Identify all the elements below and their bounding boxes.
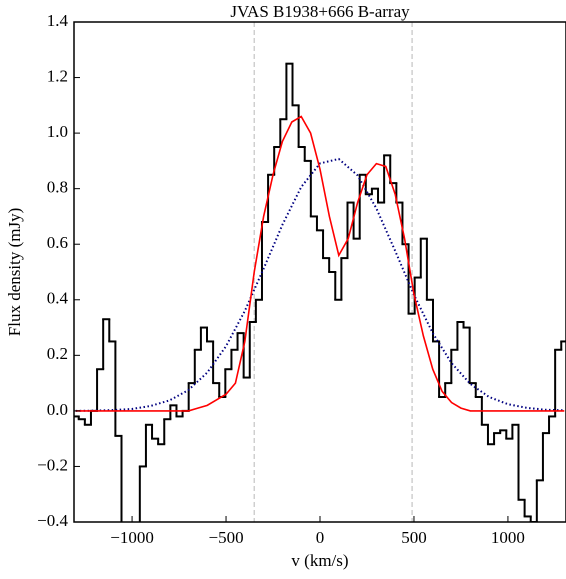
y-tick-label: 0.0	[47, 400, 68, 419]
y-tick-label: 0.8	[47, 178, 68, 197]
chart-title: JVAS B1938+666 B-array	[230, 2, 410, 21]
x-tick-label: 0	[316, 528, 325, 547]
y-tick-label: 0.2	[47, 344, 68, 363]
y-axis-label: Flux density (mJy)	[5, 208, 24, 336]
y-tick-label: 0.4	[47, 289, 69, 308]
plot-area	[74, 22, 566, 522]
fit-curve-dotted	[75, 157, 565, 412]
y-tick-label: 1.2	[47, 66, 68, 85]
plot-frame	[73, 21, 566, 523]
x-tick-label: 500	[401, 528, 427, 547]
y-tick-label: 0.6	[47, 233, 68, 252]
y-tick-label: 1.4	[47, 11, 69, 30]
step-series	[74, 62, 566, 522]
x-tick-label: 1000	[491, 528, 525, 547]
fit-curve	[75, 115, 565, 412]
y-tick-label: −0.2	[37, 455, 68, 474]
x-tick-label: −500	[208, 528, 243, 547]
y-tick-label: −0.4	[37, 511, 68, 530]
axes: −0.4 −0.2 0.0 0.2 0.4 0.6 0.8 1.0 1.2 1.4 −1000 −50…	[37, 11, 566, 547]
x-tick-label: −1000	[110, 528, 154, 547]
y-tick-label: 1.0	[47, 122, 68, 141]
x-axis-label: v (km/s)	[291, 551, 348, 570]
